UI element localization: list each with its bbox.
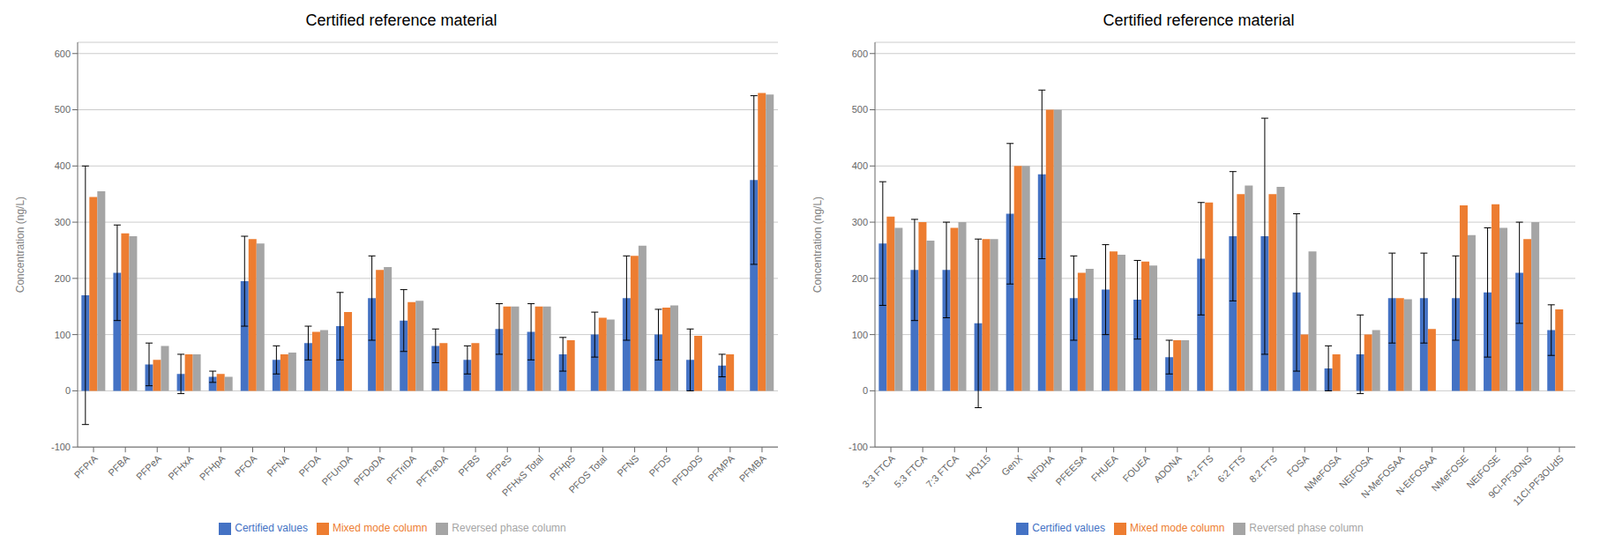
svg-text:PFBA: PFBA [105, 452, 132, 479]
svg-text:FOSA: FOSA [1284, 452, 1311, 479]
svg-text:PFHxA: PFHxA [165, 452, 196, 483]
svg-text:Concentration (ng/L): Concentration (ng/L) [14, 196, 27, 293]
svg-text:PFHpA: PFHpA [197, 452, 228, 483]
svg-text:600: 600 [54, 48, 71, 60]
svg-text:PFNA: PFNA [264, 452, 292, 479]
svg-text:GenX: GenX [999, 452, 1025, 479]
html-text:Certified reference material: Certified reference material [1102, 11, 1295, 30]
svg-text:0: 0 [862, 385, 868, 397]
svg-text:8:2 FTS: 8:2 FTS [1247, 453, 1279, 486]
svg-text:NEtFOSE: NEtFOSE [1464, 453, 1502, 491]
svg-text:FHUEA: FHUEA [1089, 452, 1121, 484]
svg-text:PFDA: PFDA [296, 452, 323, 479]
svg-text:PFMPA: PFMPA [705, 452, 737, 484]
svg-text:PFDoDA: PFDoDA [351, 452, 388, 488]
svg-text:PFUnDA: PFUnDA [320, 452, 356, 488]
html-text:Mixed mode column: Mixed mode column [1129, 522, 1225, 535]
svg-text:PFEESA: PFEESA [1053, 452, 1089, 488]
svg-text:-100: -100 [51, 441, 71, 453]
svg-text:400: 400 [852, 160, 868, 172]
svg-text:500: 500 [54, 104, 71, 115]
svg-text:HQ115: HQ115 [964, 453, 994, 483]
svg-text:PFHxS Total: PFHxS Total [500, 453, 546, 500]
svg-text:FOUEA: FOUEA [1120, 452, 1152, 485]
svg-text:PFOS Total: PFOS Total [566, 453, 609, 496]
svg-text:PFHpS: PFHpS [547, 453, 578, 484]
svg-text:-100: -100 [848, 441, 868, 453]
svg-text:Concentration (ng/L): Concentration (ng/L) [811, 196, 824, 293]
svg-text:200: 200 [54, 273, 71, 285]
svg-text:PFPeA: PFPeA [134, 452, 165, 483]
html-text:Reversed phase column: Reversed phase column [451, 522, 567, 535]
svg-text:PFDS: PFDS [646, 453, 673, 479]
svg-text:PFTriDA: PFTriDA [384, 453, 418, 487]
svg-text:9Cl-PF3ONS: 9Cl-PF3ONS [1486, 453, 1534, 501]
svg-text:0: 0 [65, 385, 71, 397]
svg-text:7:3 FTCA: 7:3 FTCA [923, 452, 961, 490]
html-text:Certified reference material: Certified reference material [305, 11, 498, 30]
svg-text:300: 300 [852, 216, 868, 228]
svg-text:6:2 FTS: 6:2 FTS [1215, 453, 1248, 486]
svg-text:ADONA: ADONA [1151, 452, 1185, 486]
svg-text:PFPrA: PFPrA [72, 452, 101, 481]
svg-text:PFDoDS: PFDoDS [670, 453, 705, 488]
svg-text:PFOA: PFOA [232, 452, 260, 479]
svg-text:N-EtFOSAA: N-EtFOSAA [1393, 452, 1439, 498]
svg-text:300: 300 [54, 216, 71, 228]
svg-text:N-MeFOSAA: N-MeFOSAA [1358, 453, 1407, 501]
html-text:Reversed phase column: Reversed phase column [1249, 522, 1364, 535]
svg-text:4:2 FTS: 4:2 FTS [1183, 453, 1216, 486]
svg-text:400: 400 [54, 160, 71, 172]
svg-text:PFMBA: PFMBA [737, 452, 770, 485]
svg-text:NEtFOSA: NEtFOSA [1336, 453, 1375, 491]
html-text:Certified values: Certified values [234, 522, 308, 535]
html-text:Mixed mode column: Mixed mode column [332, 522, 428, 535]
svg-text:100: 100 [852, 329, 868, 341]
svg-text:11Cl-PF3OUdS: 11Cl-PF3OUdS [1510, 453, 1566, 509]
svg-text:600: 600 [852, 48, 868, 60]
svg-text:NFDHA: NFDHA [1024, 452, 1057, 485]
svg-text:5:3 FTCA: 5:3 FTCA [891, 452, 929, 490]
svg-text:3:3 FTCA: 3:3 FTCA [859, 452, 898, 490]
svg-text:200: 200 [852, 273, 868, 285]
svg-text:100: 100 [54, 329, 71, 341]
svg-text:PFBS: PFBS [456, 453, 482, 479]
html-text:Certified values: Certified values [1032, 522, 1106, 535]
svg-text:PFNS: PFNS [614, 453, 641, 479]
svg-text:PFPeS: PFPeS [484, 453, 514, 483]
svg-text:500: 500 [852, 104, 868, 115]
svg-text:NMeFOSA: NMeFOSA [1301, 452, 1344, 494]
svg-text:NMeFOSE: NMeFOSE [1429, 453, 1471, 494]
svg-text:PFTreDA: PFTreDA [413, 452, 450, 489]
